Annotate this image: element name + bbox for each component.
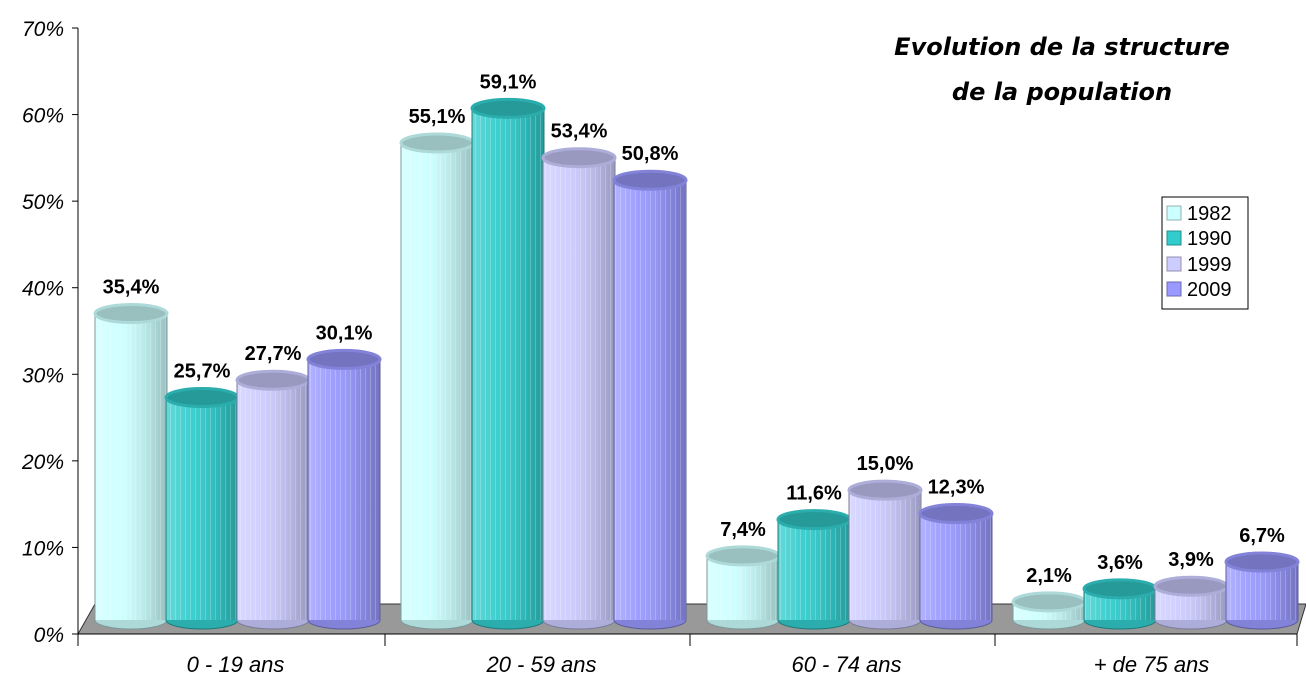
data-label: 6,7% bbox=[1239, 525, 1285, 547]
y-tick-label: 30% bbox=[22, 364, 64, 387]
bar-2009-2 bbox=[918, 503, 994, 630]
data-label: 50,8% bbox=[622, 143, 679, 165]
data-label: 12,3% bbox=[928, 477, 985, 499]
data-label: 7,4% bbox=[720, 519, 766, 541]
y-tick-label: 70% bbox=[22, 18, 64, 41]
y-tick-label: 20% bbox=[21, 451, 64, 474]
x-category-label: + de 75 ans bbox=[1094, 652, 1210, 677]
bar-1999-0 bbox=[235, 369, 311, 630]
legend-swatch-1982 bbox=[1166, 205, 1182, 221]
legend-swatch-2009 bbox=[1166, 281, 1182, 297]
data-label: 25,7% bbox=[174, 361, 231, 383]
data-label: 55,1% bbox=[409, 106, 466, 128]
bar-1982-3 bbox=[1011, 591, 1087, 630]
bar-1982-1 bbox=[399, 132, 475, 630]
x-category-label: 60 - 74 ans bbox=[791, 652, 901, 677]
data-label: 27,7% bbox=[245, 343, 302, 365]
data-labels: 35,4% 25,7% 27,7% 30,1% 55,1% 59,1% 53,4% 50,8%… bbox=[103, 71, 1285, 586]
data-label: 2,1% bbox=[1026, 565, 1072, 587]
bar-2009-3 bbox=[1224, 551, 1300, 630]
bar-1990-0 bbox=[164, 387, 240, 630]
bar-2009-0 bbox=[306, 348, 382, 630]
bar-2009-1 bbox=[612, 169, 688, 630]
bar-1999-2 bbox=[847, 479, 923, 630]
y-tick-label: 40% bbox=[22, 278, 64, 301]
x-axis-categories: 0 - 19 ans 20 - 59 ans 60 - 74 ans + de 75 … bbox=[77, 634, 1298, 677]
y-tick-label: 60% bbox=[22, 105, 64, 128]
bar-1990-2 bbox=[776, 509, 852, 630]
chart-bars bbox=[93, 97, 1300, 630]
legend-swatch-1999 bbox=[1166, 256, 1182, 272]
data-label: 3,6% bbox=[1097, 552, 1143, 574]
x-category-label: 0 - 19 ans bbox=[187, 652, 285, 677]
bar-1982-0 bbox=[93, 303, 169, 630]
bar-1990-1 bbox=[470, 97, 546, 630]
chart-title-line-2: de la population bbox=[952, 78, 1172, 106]
y-tick-label: 50% bbox=[22, 191, 64, 214]
legend-label-1990: 1990 bbox=[1187, 228, 1232, 250]
bar-1982-2 bbox=[705, 545, 781, 630]
x-category-label: 20 - 59 ans bbox=[485, 652, 596, 677]
bar-1999-1 bbox=[541, 147, 617, 630]
data-label: 30,1% bbox=[316, 322, 373, 344]
legend-label-1982: 1982 bbox=[1187, 203, 1232, 225]
data-label: 3,9% bbox=[1168, 549, 1214, 571]
bar-1999-3 bbox=[1153, 575, 1229, 630]
data-label: 53,4% bbox=[551, 121, 608, 143]
bar-1990-3 bbox=[1082, 578, 1158, 630]
data-label: 11,6% bbox=[786, 483, 842, 505]
y-tick-label: 10% bbox=[22, 537, 64, 560]
legend-label-1999: 1999 bbox=[1187, 254, 1232, 276]
legend-label-2009: 2009 bbox=[1187, 279, 1232, 301]
chart-title-line-1: Evolution de la structure bbox=[894, 33, 1230, 61]
y-axis-ticks: 0% 10% 20% 30% 40% 50% 60% 70% bbox=[21, 18, 78, 647]
legend: 1982 1990 1999 2009 bbox=[1161, 196, 1249, 310]
legend-swatch-1990 bbox=[1166, 230, 1182, 246]
data-label: 59,1% bbox=[480, 71, 537, 93]
data-label: 15,0% bbox=[857, 453, 914, 475]
data-label: 35,4% bbox=[103, 277, 160, 299]
y-tick-label: 0% bbox=[34, 624, 64, 647]
